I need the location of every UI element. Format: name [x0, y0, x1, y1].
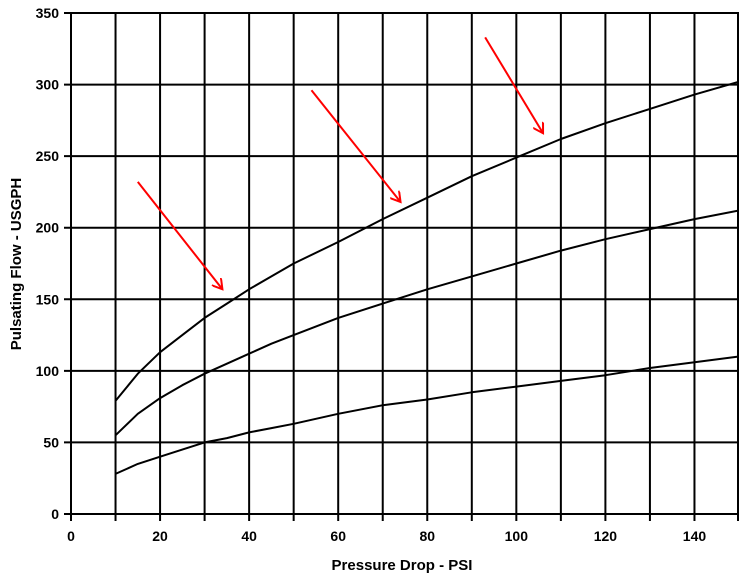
x-tick-label: 140	[683, 528, 707, 544]
x-tick-label: 80	[419, 528, 435, 544]
x-axis-tick-labels: 0 20 40 60 80 100 120 140	[67, 528, 706, 544]
y-tick-label: 0	[51, 506, 59, 522]
x-tick-label: 0	[67, 528, 75, 544]
x-axis-label: Pressure Drop - PSI	[332, 557, 473, 574]
y-tick-label: 300	[36, 77, 60, 93]
x-tick-label: 40	[241, 528, 257, 544]
grid-lines	[64, 12, 739, 521]
x-tick-label: 120	[594, 528, 618, 544]
y-axis-tick-labels: 0 50 100 150 200 250 300 350	[36, 5, 60, 522]
y-tick-label: 50	[43, 434, 59, 450]
y-tick-label: 250	[36, 148, 60, 164]
y-tick-label: 100	[36, 363, 60, 379]
x-tick-label: 100	[505, 528, 529, 544]
red-arrow-3	[484, 36, 543, 133]
x-tick-label: 60	[330, 528, 346, 544]
series-line-3	[114, 80, 739, 402]
y-tick-label: 350	[36, 5, 60, 21]
annotation-arrows	[137, 36, 543, 289]
x-tick-label: 20	[152, 528, 168, 544]
y-axis-label: Pulsating Flow - USGPH	[8, 178, 25, 351]
series-lines	[114, 80, 739, 475]
y-tick-label: 150	[36, 291, 60, 307]
series-line-1	[115, 355, 739, 475]
series-line-2	[114, 209, 739, 437]
red-arrow-1	[137, 181, 223, 289]
red-arrow-2	[310, 89, 400, 202]
y-tick-label: 200	[36, 220, 60, 236]
